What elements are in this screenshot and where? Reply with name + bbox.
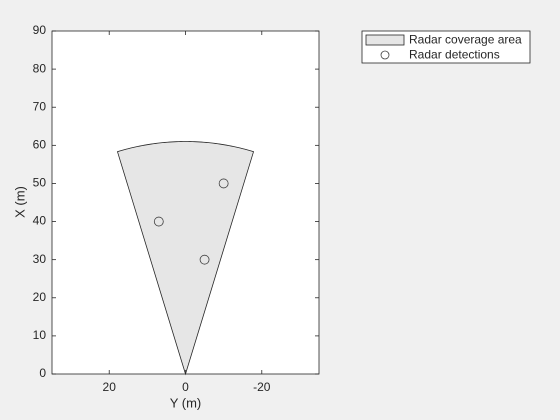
y-axis-label: X (m) (12, 186, 27, 218)
y-tick-label: 90 (33, 23, 47, 37)
y-tick-label: 80 (33, 61, 47, 75)
legend-label: Radar coverage area (409, 33, 522, 47)
coverage-area (116, 141, 255, 376)
x-tick-label: 0 (182, 380, 189, 394)
x-tick-label: -20 (253, 380, 271, 394)
y-tick-label: 40 (33, 214, 47, 228)
legend-swatch (365, 34, 405, 46)
y-tick-label: 30 (33, 252, 47, 266)
x-axis-label: Y (m) (170, 395, 202, 410)
legend-marker (380, 50, 390, 60)
detection (218, 178, 229, 189)
y-tick-label: 70 (33, 99, 47, 113)
legend-label: Radar detections (409, 48, 500, 62)
y-tick-label: 20 (33, 290, 47, 304)
y-tick-label: 60 (33, 138, 47, 152)
y-tick-label: 0 (39, 366, 46, 380)
x-tick-label: 20 (103, 380, 117, 394)
y-tick-label: 50 (33, 176, 47, 190)
detection (199, 254, 210, 265)
y-tick-label: 10 (33, 328, 47, 342)
detection (153, 216, 164, 227)
